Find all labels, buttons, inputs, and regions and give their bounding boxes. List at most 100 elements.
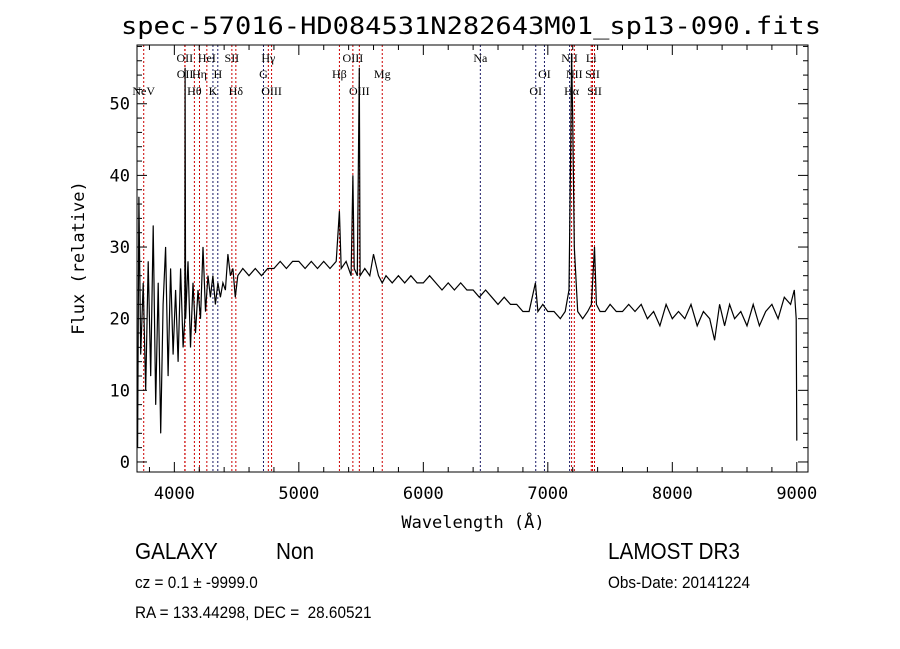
data-point [591,304,592,305]
spectrum-series [137,53,798,448]
line-label: OIII [349,84,370,98]
data-point [187,261,189,262]
data-point [570,139,572,140]
data-point [724,325,725,327]
line-label: Hα [564,84,580,98]
data-point [571,53,572,54]
line-label: H [213,67,222,81]
data-point [719,304,720,305]
line-label: NII [561,51,578,65]
axes: 4000 5000 6000 7000 8000 9000 0 10 20 30 40 50 [110,45,817,504]
data-point [653,311,654,312]
data-point [582,318,583,319]
data-point [242,268,244,269]
data-point [528,311,530,312]
data-point [177,361,179,362]
data-point [568,289,570,291]
data-point [385,275,387,276]
line-label: OII [176,51,193,65]
data-point [784,296,785,298]
object-subclass: Non [276,538,314,564]
y-tick-label: 50 [110,95,130,115]
data-point [553,311,555,312]
data-point [373,253,374,255]
data-point [225,289,226,291]
data-point [466,289,468,291]
data-point [352,175,354,176]
redshift: cz = 0.1 ± -9999.0 [135,573,258,592]
data-point [746,325,748,327]
line-label: OII [177,67,194,81]
survey-name: LAMOST DR3 [608,538,740,564]
line-label: OIII [261,84,282,98]
line-label: Hη [192,67,207,81]
data-point [398,275,399,276]
data-point [197,289,199,291]
y-axis-label: Flux (relative) [69,181,89,335]
data-point [404,282,405,284]
coordinates: RA = 133.44298, DEC = 28.60521 [135,603,372,622]
data-point [794,289,795,291]
line-label: Mg [374,67,391,81]
data-point [542,304,544,305]
line-label: Na [473,51,488,65]
data-point [684,318,686,319]
data-point [357,275,358,276]
data-point [647,318,648,319]
data-point [345,261,347,262]
data-point [165,246,166,248]
data-point [740,311,742,312]
line-label: Li [586,51,597,65]
data-point [454,289,455,291]
data-point [230,275,231,276]
data-point [497,304,499,305]
data-point [152,225,154,226]
spectrum-line [137,53,798,448]
data-point [537,311,539,312]
data-point [564,311,566,312]
data-point [734,318,735,319]
data-point [594,246,595,248]
data-point [237,275,239,276]
data-point [227,253,229,255]
chart-title: spec-57016-HD084531N282643M01_sp13-090.f… [121,12,821,40]
data-point [207,275,209,276]
data-point [574,246,575,248]
data-point [217,282,219,284]
line-label: SII [587,84,602,98]
data-point [577,311,578,312]
data-point [335,261,337,262]
y-tick-label: 30 [110,238,130,258]
plot-frame [136,44,809,473]
data-point [138,196,140,198]
x-axis-label: Wavelength (Å) [401,511,544,533]
data-point [261,275,262,276]
x-tick-label: 8000 [652,484,693,504]
data-point [596,304,597,305]
data-point [522,311,524,312]
data-point [709,318,710,319]
data-point [665,304,667,305]
x-tick-label: 5000 [278,484,319,504]
data-point [142,282,144,284]
data-point [423,282,424,284]
x-tick-label: 6000 [403,484,444,504]
data-point [678,311,679,312]
data-point [369,275,371,276]
data-point [634,311,636,312]
line-label: SII [585,67,600,81]
data-point [535,282,536,284]
data-point [292,261,293,262]
data-point [759,325,760,327]
data-point [200,318,201,319]
data-point [350,275,352,276]
x-tick-label: 7000 [527,484,568,504]
data-point [381,282,383,284]
line-label: NII [566,67,583,81]
data-point [195,332,196,334]
line-label: Hγ [261,51,276,65]
data-point [391,282,393,284]
data-point [441,289,443,291]
data-point [202,246,204,248]
data-point [359,275,361,276]
